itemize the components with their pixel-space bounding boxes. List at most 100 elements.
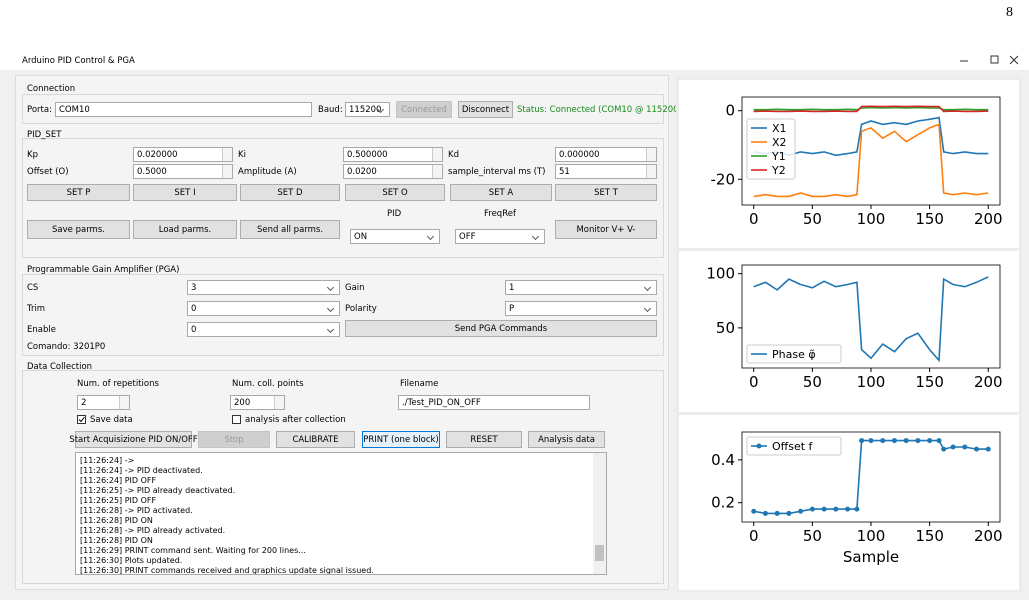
send-pga-button[interactable]: Send PGA Commands — [345, 320, 657, 337]
point — [927, 438, 933, 444]
legend-label: X2 — [772, 136, 787, 149]
log-line: [11:26:28] -> PID activated. — [80, 506, 193, 515]
send-all-button[interactable]: Send all parms. — [240, 220, 340, 239]
pid-group — [22, 138, 664, 258]
set-button[interactable]: SET A — [450, 184, 552, 201]
set-button[interactable]: SET P — [27, 184, 130, 201]
scroll-thumb[interactable] — [595, 545, 604, 561]
point — [941, 446, 947, 452]
set-button[interactable]: SET O — [345, 184, 445, 201]
x-tick-label: 50 — [803, 527, 822, 545]
point — [798, 508, 804, 514]
set-button[interactable]: SET D — [240, 184, 340, 201]
label: Gain — [345, 283, 365, 293]
print-button[interactable]: PRINT (one block) — [362, 431, 440, 448]
legend-box — [746, 436, 842, 456]
kp-input[interactable]: 0.020000 — [133, 147, 233, 162]
port-input[interactable]: COM10 — [55, 102, 312, 117]
x-tick-label: 100 — [857, 210, 886, 228]
stop-button: Stop — [198, 431, 270, 448]
polarity-combo[interactable]: P — [505, 301, 657, 316]
label: Num. of repetitions — [77, 379, 159, 389]
ki-input[interactable]: 0.500000 — [343, 147, 443, 162]
label: Ki — [238, 150, 246, 160]
save-checkbox[interactable] — [77, 415, 86, 424]
baud-combo[interactable]: 115200 — [345, 102, 390, 117]
command-text: Comando: 3201P0 — [27, 342, 106, 352]
monitor-button[interactable]: Monitor V+ V- — [555, 220, 657, 239]
analysis-button[interactable]: Analysis data — [528, 431, 605, 448]
point — [859, 438, 865, 444]
cs-combo[interactable]: 3 — [187, 280, 340, 295]
kd-input[interactable]: 0.000000 — [555, 147, 657, 162]
log-line: [11:26:28] PID ON — [80, 516, 153, 525]
enable-combo[interactable]: 0 — [187, 322, 340, 337]
group-title: Programmable Gain Amplifier (PGA) — [27, 265, 180, 275]
y-tick-label: 100 — [706, 265, 735, 283]
x-tick-label: 200 — [974, 373, 1003, 391]
log-box[interactable]: [11:26:24] -> [11:26:24] -> PID deactivat… — [75, 452, 607, 575]
series-line — [753, 105, 989, 113]
point — [985, 446, 991, 452]
label: Enable — [27, 325, 56, 335]
log-line: [11:26:25] PID OFF — [80, 496, 157, 505]
y-tick-label: 50 — [716, 319, 735, 337]
window-title: Arduino PID Control & PGA — [22, 56, 135, 66]
data-group — [22, 370, 664, 584]
pid-combo[interactable]: ON — [350, 229, 440, 244]
analysis-checkbox[interactable] — [232, 415, 241, 424]
log-line: [11:26:30] Plots updated. — [80, 556, 183, 565]
x-tick-label: 150 — [915, 373, 944, 391]
set-button[interactable]: SET I — [133, 184, 237, 201]
reps-input[interactable]: 2 — [77, 395, 130, 410]
trim-combo[interactable]: 0 — [187, 301, 340, 316]
points-input[interactable]: 200 — [230, 395, 285, 410]
connected-button: Connected — [396, 101, 452, 118]
label: Baud: — [318, 105, 343, 115]
calibrate-button[interactable]: CALIBRATE — [276, 431, 355, 448]
x-tick-label: 0 — [749, 373, 759, 391]
load-button[interactable]: Load parms. — [133, 220, 237, 239]
log-line: [11:26:24] -> — [80, 456, 135, 465]
offset-input[interactable]: 0.5000 — [133, 164, 233, 179]
set-button[interactable]: SET T — [555, 184, 657, 201]
y-tick-label: 0 — [725, 102, 735, 120]
save-button[interactable]: Save parms. — [27, 220, 130, 239]
point — [762, 510, 768, 516]
point — [880, 438, 886, 444]
window-controls[interactable] — [950, 52, 1029, 68]
start-button[interactable]: Start Acquisizione PID ON/OFF — [69, 431, 198, 448]
legend-label: Y2 — [771, 164, 786, 177]
axes-frame — [741, 431, 1001, 523]
freqref-combo[interactable]: OFF — [455, 229, 545, 244]
point — [751, 508, 757, 514]
x-tick-label: 50 — [803, 373, 822, 391]
log-line: [11:26:24] PID OFF — [80, 476, 157, 485]
disconnect-button[interactable]: Disconnect — [458, 101, 513, 118]
gain-combo[interactable]: 1 — [505, 280, 657, 295]
series-line — [753, 276, 989, 363]
group-title: PID_SET — [27, 130, 62, 140]
interval-input[interactable]: 51 — [555, 164, 657, 179]
scrollbar[interactable] — [593, 453, 606, 574]
point — [891, 438, 897, 444]
log-line: [11:26:29] PRINT command sent. Waiting f… — [80, 546, 306, 555]
plot-card — [679, 415, 1019, 590]
amplitude-input[interactable]: 0.0200 — [343, 164, 443, 179]
log-line: [11:26:28] -> PID already activated. — [80, 526, 226, 535]
x-tick-label: 150 — [915, 210, 944, 228]
reset-button[interactable]: RESET — [446, 431, 522, 448]
point — [786, 510, 792, 516]
series-line — [753, 106, 989, 111]
filename-input[interactable]: ./Test_PID_ON_OFF — [398, 395, 590, 410]
plot-card — [679, 251, 1019, 412]
point — [936, 438, 942, 444]
log-line: [11:26:28] PID ON — [80, 536, 153, 545]
plot-card — [679, 80, 1019, 248]
legend-box — [746, 118, 796, 180]
label: Num. coll. points — [232, 379, 304, 389]
legend-label: Offset f — [772, 440, 814, 453]
series-line — [753, 123, 989, 198]
group-title: Data Collection — [27, 362, 93, 372]
